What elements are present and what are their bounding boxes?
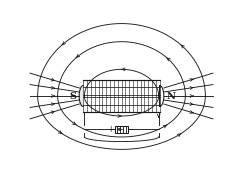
- Text: S: S: [69, 92, 76, 100]
- Bar: [115, 126, 128, 133]
- Text: +: +: [107, 125, 114, 134]
- Text: N: N: [167, 92, 175, 100]
- Text: -: -: [131, 125, 134, 134]
